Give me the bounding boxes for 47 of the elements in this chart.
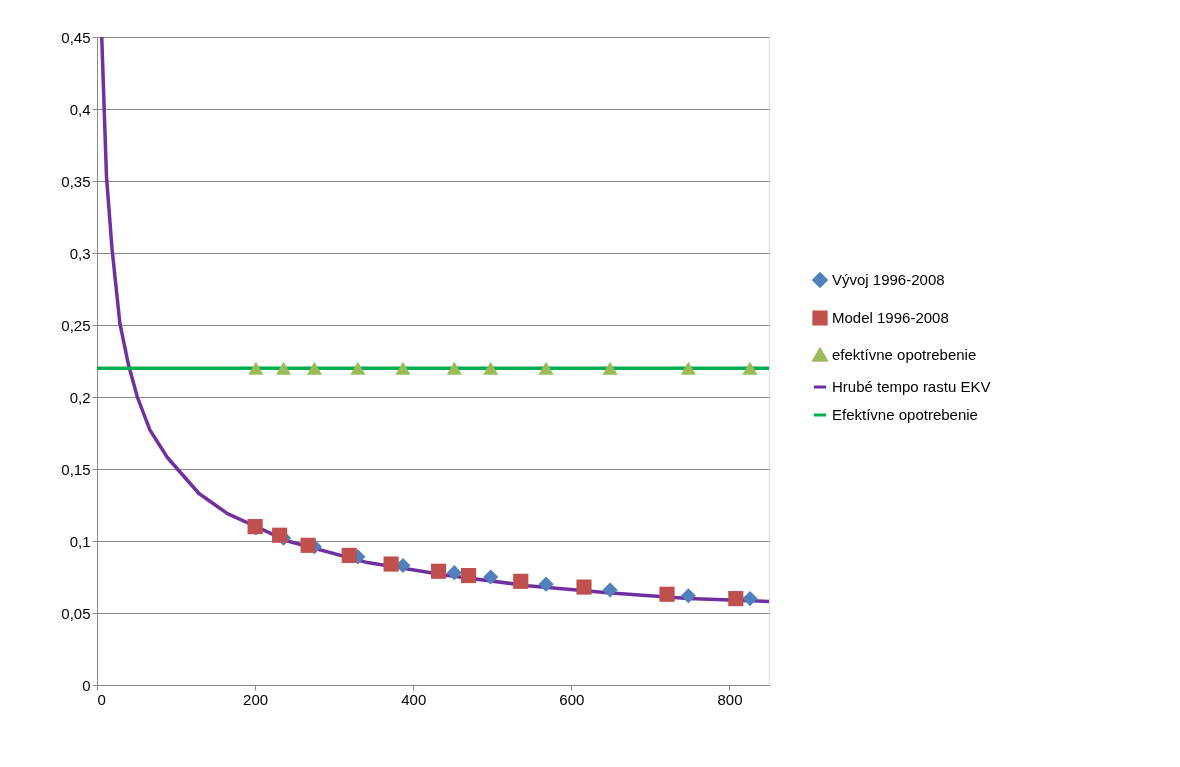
x-tick-label: 0 [97,690,106,708]
point [680,361,696,375]
legend-label: Hrubé tempo rastu EKV [832,378,991,395]
point [483,569,499,585]
point [602,361,618,375]
point [483,361,499,375]
x-tick-label: 400 [401,690,427,708]
x-tick-label: 200 [243,690,269,708]
point [538,576,554,592]
y-tick-label: 0,4 [69,100,91,118]
x-tick-label: 600 [559,690,585,708]
point [395,361,411,375]
point [659,586,675,602]
y-tick-label: 0,45 [61,28,91,46]
y-tick-label: 0,25 [61,316,91,334]
x-tick-label: 800 [717,690,743,708]
point [350,361,366,375]
point [446,361,462,375]
legend-label: Model 1996-2008 [832,309,949,326]
y-tick-label: 0,2 [69,388,91,406]
legend-label: efektívne opotrebenie [832,346,977,363]
point [460,567,477,584]
point [446,565,462,581]
point [742,361,758,375]
legend-label: Vývoj 1996-2008 [832,271,945,288]
point [383,556,399,572]
y-tick-label: 0,35 [61,172,91,190]
y-tick-label: 0 [82,676,91,694]
point [513,573,529,589]
point [430,563,447,579]
y-tick-label: 0,05 [61,604,91,622]
point [341,547,357,563]
point [728,591,744,607]
point [306,361,322,375]
point [272,527,288,543]
point [248,361,264,375]
point [742,591,758,607]
y-tick-label: 0,1 [69,532,91,550]
y-tick-label: 0,3 [69,244,91,262]
point [576,579,592,595]
y-tick-label: 0,15 [61,460,91,478]
point [680,588,696,604]
point [538,361,554,375]
point [602,582,618,598]
legend-label: Efektívne opotrebenie [832,406,978,423]
point [300,537,316,553]
point [276,361,292,375]
